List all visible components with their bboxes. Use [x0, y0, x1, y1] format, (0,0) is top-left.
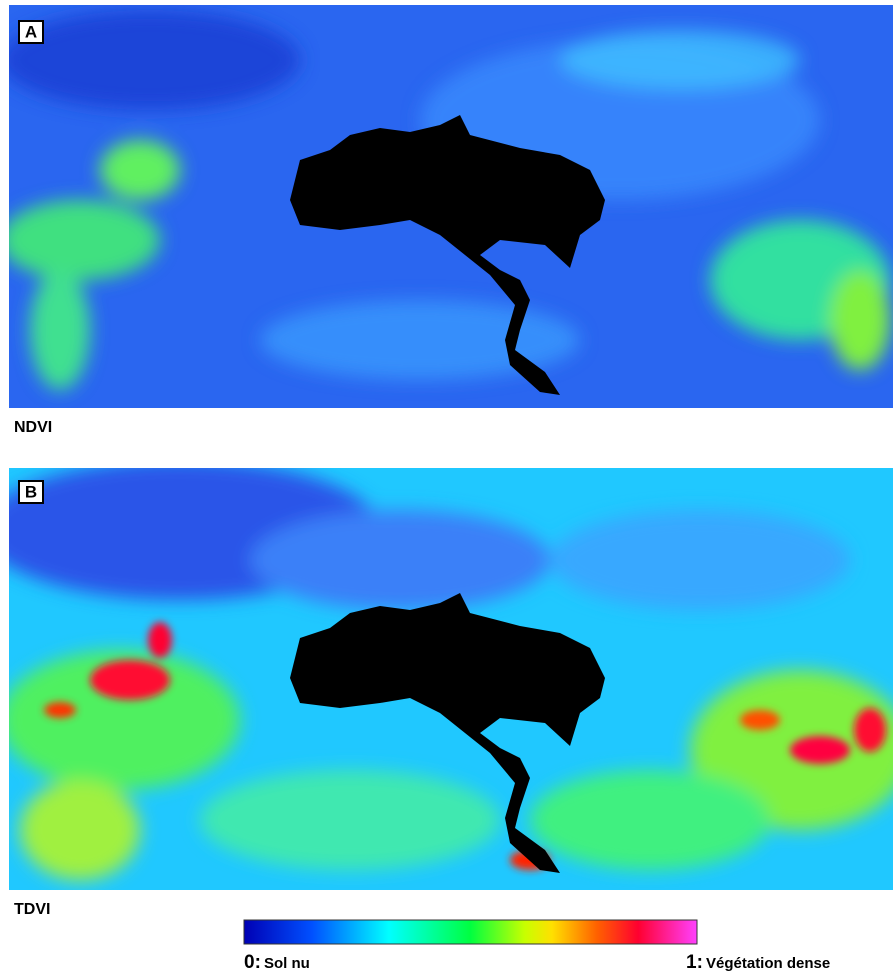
- panel-b-image: [9, 468, 893, 890]
- colorbar: [243, 919, 698, 945]
- panel-tag: B: [25, 482, 37, 501]
- panel-caption: TDVI: [14, 901, 50, 918]
- panel-tag: A: [25, 22, 37, 41]
- legend-start-value: 0:: [244, 952, 261, 973]
- panel-caption: NDVI: [14, 419, 52, 436]
- tag-box: [18, 20, 44, 44]
- tag-box: [18, 480, 44, 504]
- legend-start-text: Sol nu: [264, 955, 310, 972]
- panel-a-image: [9, 5, 893, 408]
- legend-end-text: Végétation dense: [706, 955, 830, 972]
- legend-end-value: 1:: [686, 952, 703, 973]
